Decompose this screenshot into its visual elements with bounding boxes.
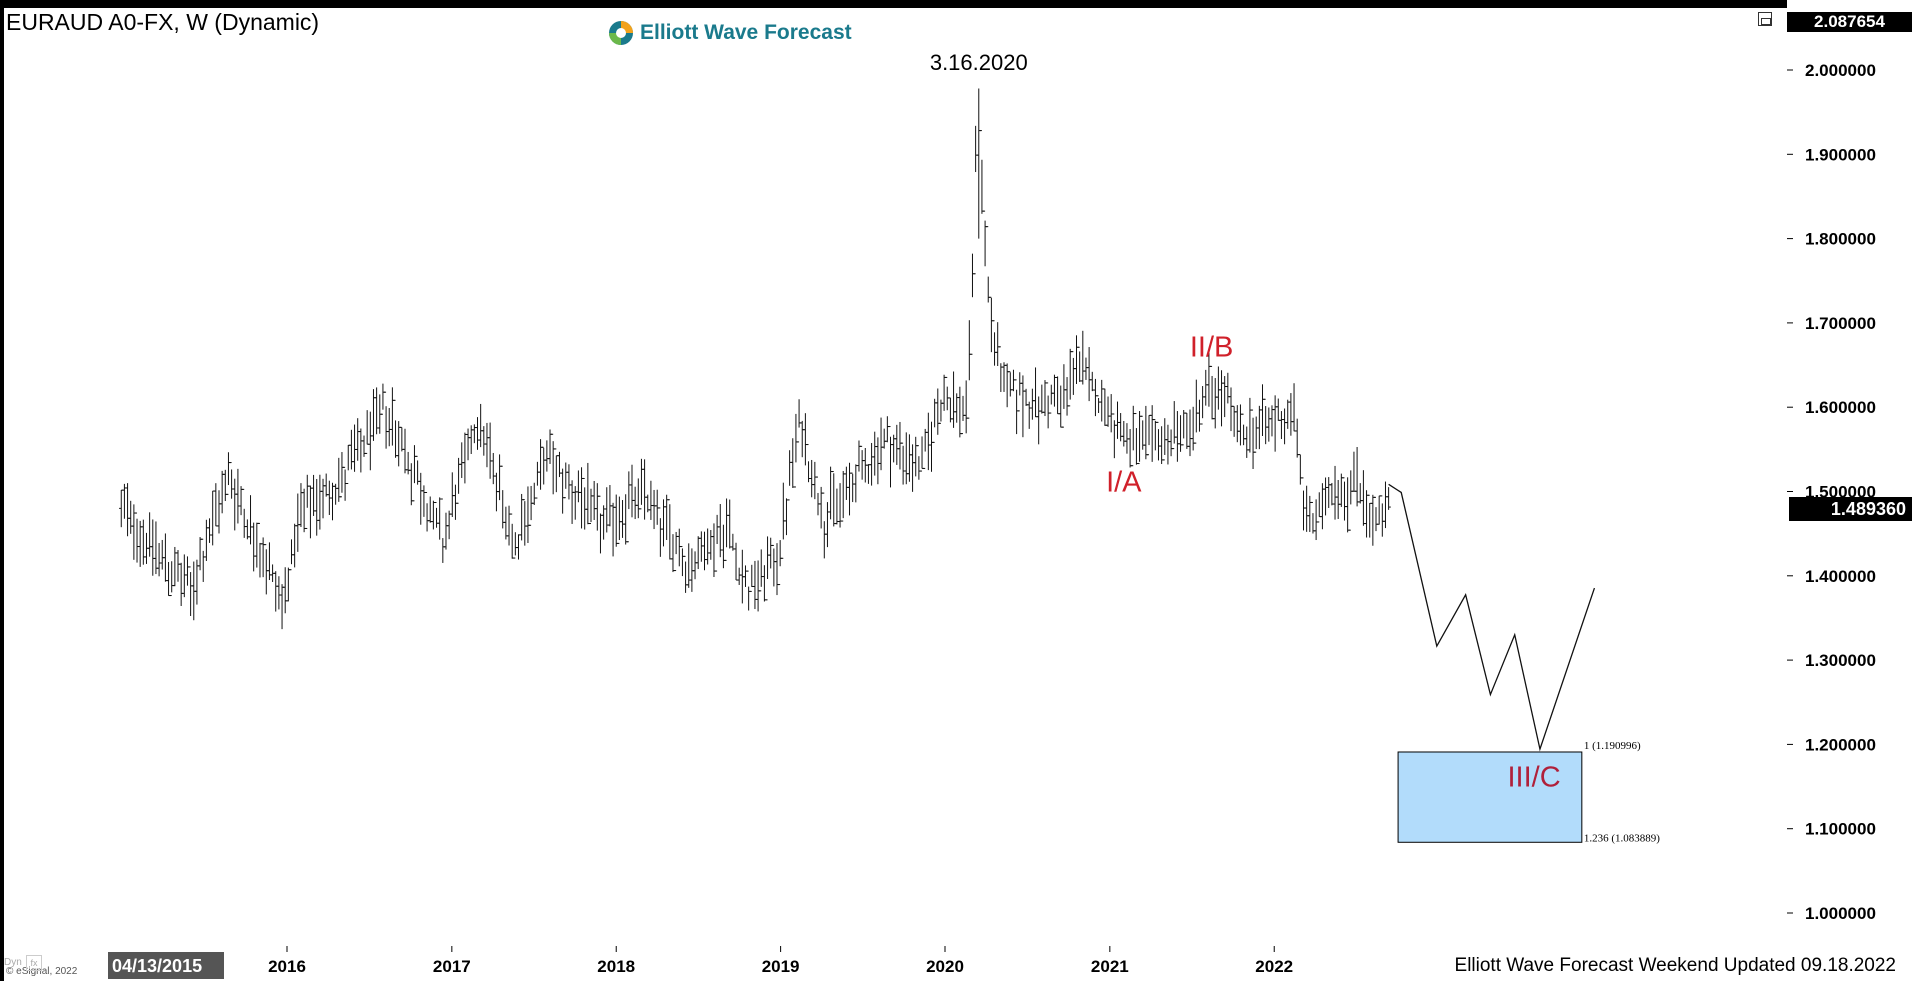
x-tick-label: 2020 [926,957,964,976]
maximize-icon[interactable] [1758,12,1772,26]
x-tick-label: 2018 [597,957,635,976]
y-tick-label: 1.100000 [1805,820,1876,839]
wave-label: I/A [1106,467,1142,499]
wave-label: III/C [1508,762,1561,794]
wave-label: 3.16.2020 [930,50,1028,75]
y-tick-label: 1.700000 [1805,314,1876,333]
top-price-label: 2.087654 [1787,12,1912,32]
footer-note: Elliott Wave Forecast Weekend Updated 09… [1454,955,1896,976]
time-axis-svg: 2016 2017 2018 2019 2020 2021 2022 04/13/2015 [108,946,1293,979]
chart-title: EURAUD A0-FX, W (Dynamic) [6,9,320,35]
x-tick-label: 2021 [1091,957,1129,976]
dyn-toggle-icon[interactable]: fx [26,955,42,971]
dyn-label: Dyn [4,957,22,968]
logo-icon [609,21,633,45]
y-tick-label: 1.600000 [1805,398,1876,417]
fib-upper-label: 1 (1.190996) [1584,740,1641,752]
price-chart[interactable]: 1 (1.190996) 1.236 (1.083889) 3.16.2020 II/… [4,8,1787,946]
brand-logo: Elliott Wave Forecast [608,20,852,46]
y-tick-label: 1.900000 [1805,145,1876,164]
y-tick-label: 1.300000 [1805,651,1876,670]
y-tick-label: 1.400000 [1805,567,1876,586]
price-bars [119,88,1391,630]
price-axis[interactable]: 2.000000 1.900000 1.800000 1.700000 1.600000… [1787,0,1912,981]
projection-path [1388,483,1596,752]
x-tick-label: 2022 [1255,957,1293,976]
esignal-credit: © eSignal, 2022 [6,966,78,977]
wave-label: II/B [1190,332,1234,364]
logo-text: Elliott Wave Forecast [640,21,852,44]
y-tick-label: 1.800000 [1805,230,1876,249]
y-tick-label: 2.000000 [1805,61,1876,80]
x-tick-label: 2016 [268,957,306,976]
x-tick-label: 2019 [762,957,800,976]
date-marker: 04/13/2015 [112,956,202,976]
date-marker-bg [108,952,224,979]
y-tick-label: 1.000000 [1805,904,1876,923]
last-price-label: 1.489360 [1789,497,1912,521]
price-axis-svg: 2.000000 1.900000 1.800000 1.700000 1.600000… [1787,61,1876,923]
plot-area[interactable]: 1 (1.190996) 1.236 (1.083889) 3.16.2020 II/… [4,8,1787,946]
time-axis[interactable]: 2016 2017 2018 2019 2020 2021 2022 04/13/2015 [4,946,1787,981]
fib-lower-label: 1.236 (1.083889) [1584,832,1660,844]
fib-target-box [1397,751,1583,843]
y-tick-label: 1.200000 [1805,735,1876,754]
x-tick-label: 2017 [433,957,471,976]
y-tick-label: 1.500000 [1805,483,1876,502]
